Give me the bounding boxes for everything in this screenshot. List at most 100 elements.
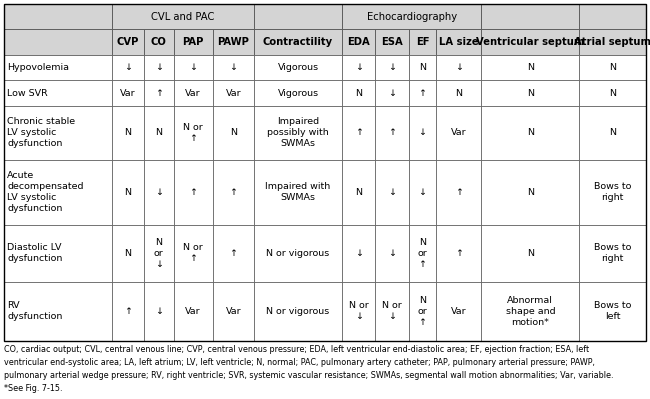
Bar: [213, 106, 254, 160]
Bar: [144, 160, 174, 225]
Text: N
or
↑: N or ↑: [418, 296, 428, 327]
Text: Chronic stable
LV systolic
dysfunction: Chronic stable LV systolic dysfunction: [7, 117, 75, 148]
Bar: [4, 4, 112, 30]
Bar: [174, 55, 213, 81]
Text: N: N: [527, 63, 534, 72]
Text: Impaired
possibly with
SWMAs: Impaired possibly with SWMAs: [267, 117, 329, 148]
Bar: [213, 30, 254, 55]
Bar: [174, 81, 213, 106]
Text: ↑: ↑: [189, 188, 197, 197]
Bar: [376, 30, 409, 55]
Text: N: N: [155, 128, 162, 137]
Text: N: N: [609, 63, 616, 72]
Text: ↑: ↑: [419, 89, 426, 98]
Text: ↓: ↓: [124, 63, 132, 72]
Bar: [342, 282, 376, 341]
Text: Bows to
left: Bows to left: [594, 301, 631, 321]
Text: N: N: [609, 89, 616, 98]
Text: Bows to
right: Bows to right: [594, 243, 631, 263]
Bar: [482, 225, 579, 282]
Text: PAP: PAP: [183, 37, 204, 47]
Bar: [342, 106, 376, 160]
Text: N or
↓: N or ↓: [349, 301, 369, 321]
Text: CO: CO: [151, 37, 167, 47]
Text: ↓: ↓: [388, 63, 396, 72]
Bar: [376, 282, 409, 341]
Bar: [436, 225, 482, 282]
Text: N: N: [609, 128, 616, 137]
Bar: [144, 55, 174, 81]
Text: N or
↑: N or ↑: [183, 243, 203, 263]
Text: ↓: ↓: [189, 63, 197, 72]
Bar: [579, 81, 646, 106]
Text: Hypovolemia: Hypovolemia: [7, 63, 69, 72]
Text: N: N: [419, 63, 426, 72]
Bar: [144, 81, 174, 106]
Text: Impaired with
SWMAs: Impaired with SWMAs: [265, 182, 331, 202]
Bar: [174, 30, 213, 55]
Bar: [482, 55, 579, 81]
Bar: [254, 4, 342, 30]
Bar: [112, 225, 144, 282]
Text: N: N: [527, 89, 534, 98]
Text: N: N: [455, 89, 462, 98]
Bar: [409, 225, 436, 282]
Text: Abnormal
shape and
motion*: Abnormal shape and motion*: [506, 296, 555, 327]
Bar: [4, 30, 112, 55]
Bar: [144, 282, 174, 341]
Bar: [4, 81, 112, 106]
Bar: [112, 160, 144, 225]
Bar: [144, 106, 174, 160]
Bar: [4, 55, 112, 81]
Text: N: N: [356, 188, 362, 197]
Text: Diastolic LV
dysfunction: Diastolic LV dysfunction: [7, 243, 62, 263]
Bar: [579, 30, 646, 55]
Text: ↑: ↑: [455, 249, 463, 258]
Bar: [213, 225, 254, 282]
Text: N or vigorous: N or vigorous: [266, 249, 330, 258]
Bar: [579, 4, 646, 30]
Text: EF: EF: [416, 37, 429, 47]
Bar: [409, 106, 436, 160]
Bar: [376, 55, 409, 81]
Text: ↓: ↓: [388, 188, 396, 197]
Bar: [144, 4, 174, 30]
Text: Bows to
right: Bows to right: [594, 182, 631, 202]
Bar: [112, 282, 144, 341]
Text: Vigorous: Vigorous: [278, 89, 318, 98]
Text: N: N: [230, 128, 237, 137]
Bar: [409, 160, 436, 225]
Bar: [254, 160, 342, 225]
Text: CVP: CVP: [117, 37, 139, 47]
Bar: [112, 81, 144, 106]
Text: Ventricular septum: Ventricular septum: [476, 37, 584, 47]
Text: LA size: LA size: [439, 37, 478, 47]
Text: ventricular end-systolic area; LA, left atrium; LV, left ventricle; N, normal; P: ventricular end-systolic area; LA, left …: [4, 358, 595, 367]
Bar: [213, 282, 254, 341]
Text: RV
dysfunction: RV dysfunction: [7, 301, 62, 321]
Text: N: N: [527, 128, 534, 137]
Bar: [213, 160, 254, 225]
Bar: [174, 160, 213, 225]
Bar: [482, 81, 579, 106]
Bar: [436, 4, 482, 30]
Bar: [436, 55, 482, 81]
Bar: [254, 282, 342, 341]
Bar: [112, 55, 144, 81]
Text: N: N: [125, 188, 131, 197]
Bar: [579, 225, 646, 282]
Text: ↓: ↓: [388, 249, 396, 258]
Text: Var: Var: [185, 89, 201, 98]
Bar: [409, 282, 436, 341]
Bar: [579, 55, 646, 81]
Text: ↓: ↓: [355, 63, 363, 72]
Bar: [4, 282, 112, 341]
Bar: [482, 160, 579, 225]
Text: Low SVR: Low SVR: [7, 89, 47, 98]
Bar: [579, 106, 646, 160]
Text: ↓: ↓: [155, 63, 163, 72]
Bar: [342, 55, 376, 81]
Text: Var: Var: [185, 307, 201, 316]
Bar: [144, 30, 174, 55]
Text: Vigorous: Vigorous: [278, 63, 318, 72]
